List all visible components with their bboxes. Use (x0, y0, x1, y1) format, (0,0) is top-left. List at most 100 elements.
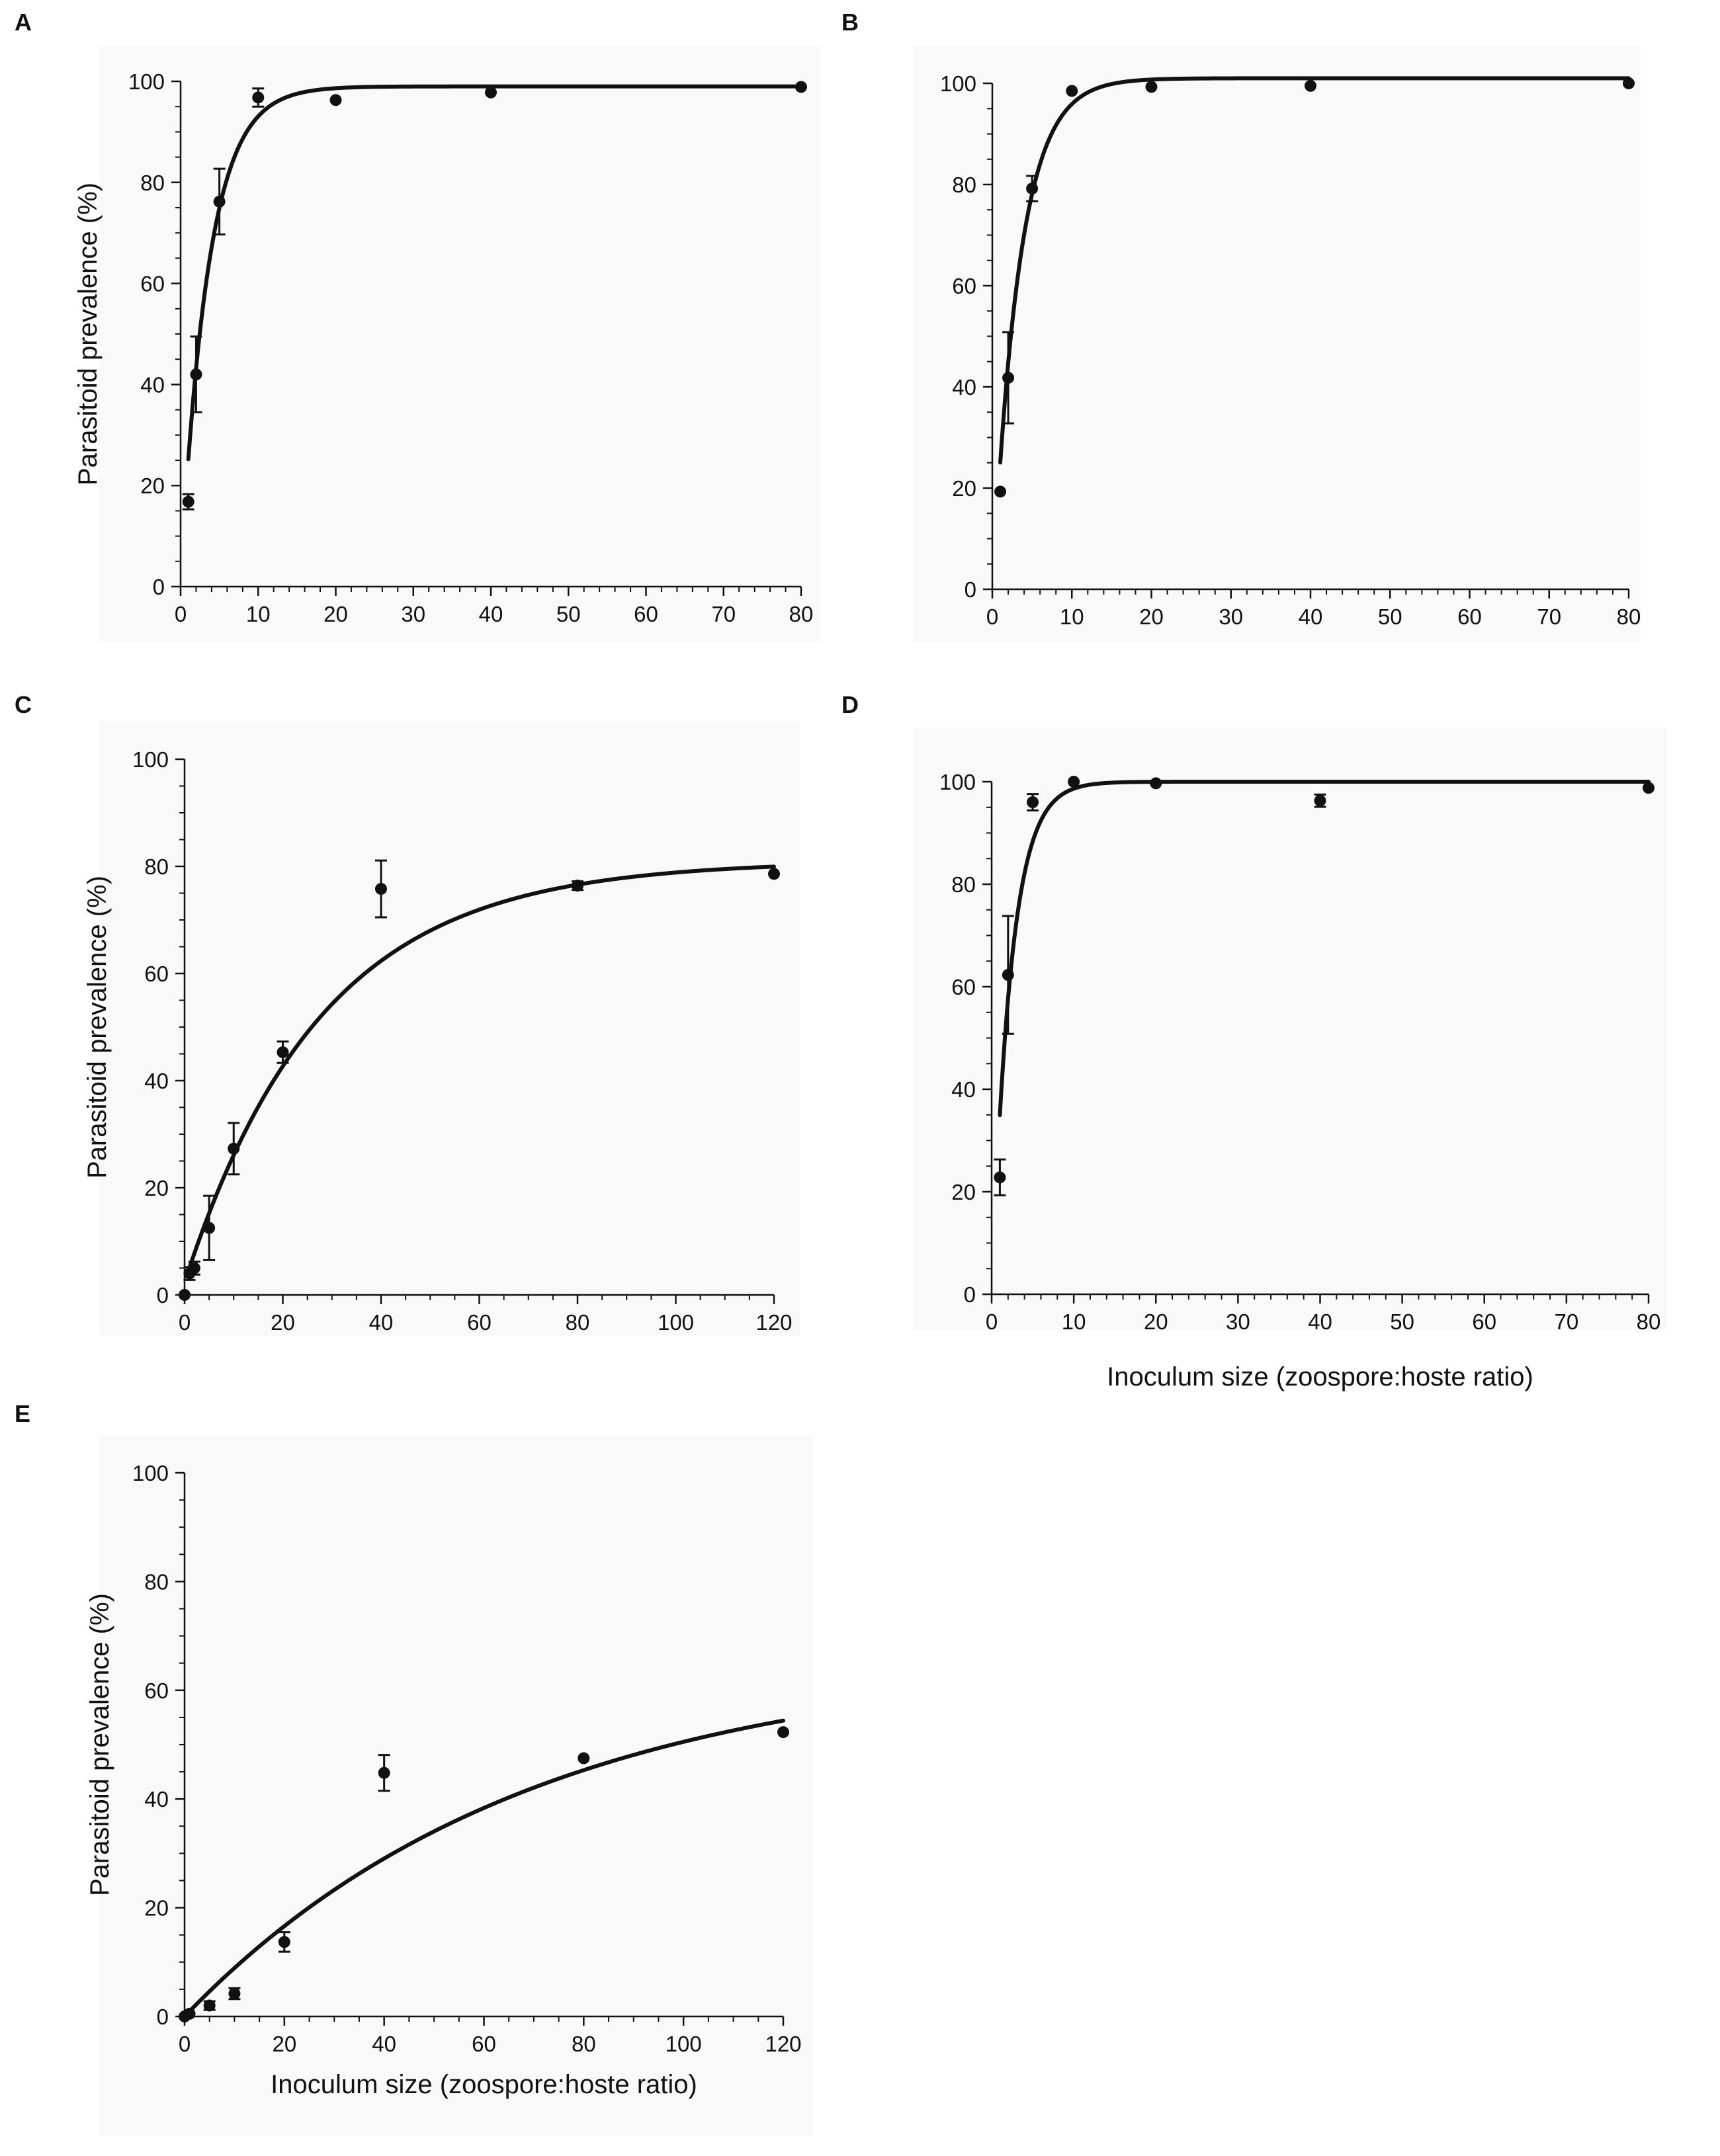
x-tick-label: 60 (634, 602, 658, 626)
y-tick-label: 100 (132, 747, 169, 772)
y-tick-label: 40 (140, 372, 165, 397)
data-point (1150, 777, 1162, 790)
y-tick-label: 20 (951, 1180, 976, 1204)
panel-b-background (913, 46, 1641, 642)
data-point (1002, 372, 1015, 384)
x-tick-label: 40 (372, 2032, 396, 2056)
y-tick-label: 60 (952, 274, 976, 298)
x-tick-label: 0 (179, 2032, 191, 2056)
data-point (1068, 776, 1080, 788)
x-tick-label: 0 (986, 604, 998, 629)
y-tick-label: 80 (144, 854, 169, 879)
y-tick-label: 60 (144, 1679, 169, 1703)
y-tick-label: 100 (132, 1461, 169, 1485)
x-tick-label: 60 (1472, 1309, 1496, 1334)
x-tick-label: 0 (179, 1310, 191, 1335)
x-tick-label: 30 (1226, 1309, 1250, 1334)
y-tick-label: 80 (140, 171, 165, 195)
y-tick-label: 40 (952, 375, 976, 399)
y-tick-label: 60 (144, 962, 169, 986)
y-tick-label: 40 (144, 1069, 169, 1093)
y-tick-label: 100 (939, 770, 976, 794)
data-point (1145, 81, 1158, 93)
y-tick-label: 100 (940, 71, 976, 96)
data-point (1314, 794, 1326, 807)
data-point (252, 91, 265, 104)
x-tick-label: 0 (986, 1309, 998, 1334)
y-tick-label: 0 (965, 577, 976, 602)
x-tick-label: 40 (1299, 604, 1323, 629)
x-tick-label: 80 (572, 2032, 596, 2056)
data-point (183, 2007, 196, 2020)
fit-curve (998, 76, 1631, 465)
x-tick-label: 50 (556, 602, 581, 626)
data-point (1002, 969, 1014, 981)
x-tick-label: 10 (1060, 604, 1084, 629)
data-point (1026, 183, 1039, 195)
data-point (994, 1171, 1006, 1184)
panel-a: A 0 10 20 30 40 50 60 70 80 0 20 40 60 80 100 Parasitoid… (15, 9, 820, 642)
panel-d: D 0 10 20 30 40 50 60 70 80 0 20 40 60 80 100 Inoculum s… (841, 691, 1667, 1391)
x-tick-label: 40 (1308, 1309, 1332, 1334)
data-point (278, 1936, 290, 1948)
data-point (777, 1726, 789, 1739)
y-tick-label: 20 (140, 474, 165, 498)
x-tick-label: 70 (1537, 604, 1561, 629)
y-tick-label: 0 (157, 1283, 169, 1307)
x-tick-label: 20 (1144, 1309, 1168, 1334)
data-point (1623, 77, 1635, 89)
x-tick-label: 0 (175, 602, 187, 626)
y-tick-label: 0 (153, 575, 165, 599)
x-tick-label: 80 (1637, 1309, 1661, 1334)
panel-c-letter: C (15, 691, 32, 718)
data-point (188, 1262, 200, 1274)
x-tick-label: 60 (1457, 604, 1482, 629)
x-tick-label: 40 (369, 1310, 394, 1335)
data-point (485, 86, 497, 99)
data-point (228, 1987, 241, 2000)
y-tick-label: 80 (952, 173, 976, 197)
x-tick-label: 20 (1139, 604, 1164, 629)
panel-e-background (99, 1435, 814, 2136)
x-tick-label: 30 (401, 602, 425, 626)
x-tick-label: 50 (1390, 1309, 1414, 1334)
y-tick-label: 100 (128, 69, 165, 94)
data-point (1643, 782, 1655, 794)
data-point (378, 1766, 390, 1779)
data-point (213, 195, 226, 208)
y-tick-label: 0 (157, 2005, 169, 2029)
y-tick-label: 20 (952, 476, 976, 501)
data-point (203, 1999, 216, 2012)
x-tick-label: 120 (755, 1310, 792, 1335)
data-point (375, 883, 387, 895)
y-tick-label: 20 (144, 1896, 169, 1921)
y-tick-label: 40 (144, 1787, 169, 1811)
x-tick-label: 100 (658, 1310, 694, 1335)
y-tick-label: 60 (140, 272, 165, 296)
y-tick-label: 80 (951, 872, 976, 897)
x-tick-label: 20 (323, 602, 348, 626)
data-point (578, 1752, 590, 1764)
data-point (329, 94, 342, 106)
y-tick-label: 80 (144, 1569, 169, 1594)
fit-curve (998, 780, 1651, 1118)
data-point (182, 495, 194, 508)
panel-a-letter: A (15, 9, 32, 36)
panel-c: C 0 20 40 60 80 100 120 0 20 40 60 80 100 Parasitoid p… (15, 691, 800, 1336)
data-point (795, 81, 807, 93)
x-tick-label: 40 (479, 602, 503, 626)
fit-curve (187, 864, 776, 1270)
y-axis-title: Parasitoid prevalence (%) (73, 183, 103, 485)
x-tick-label: 70 (1555, 1309, 1579, 1334)
y-axis-title: Parasitoid prevalence (%) (83, 876, 112, 1179)
panel-e: E 0 20 40 60 80 100 120 0 20 40 60 80 100 Parasitoid p… (15, 1400, 814, 2136)
y-tick-label: 60 (951, 975, 976, 999)
x-tick-label: 10 (246, 602, 271, 626)
x-tick-label: 30 (1219, 604, 1243, 629)
y-axis-title: Parasitoid prevalence (%) (85, 1593, 114, 1896)
x-tick-label: 20 (271, 1310, 295, 1335)
panel-e-letter: E (15, 1400, 30, 1427)
y-tick-label: 40 (951, 1077, 976, 1102)
x-tick-label: 80 (566, 1310, 590, 1335)
